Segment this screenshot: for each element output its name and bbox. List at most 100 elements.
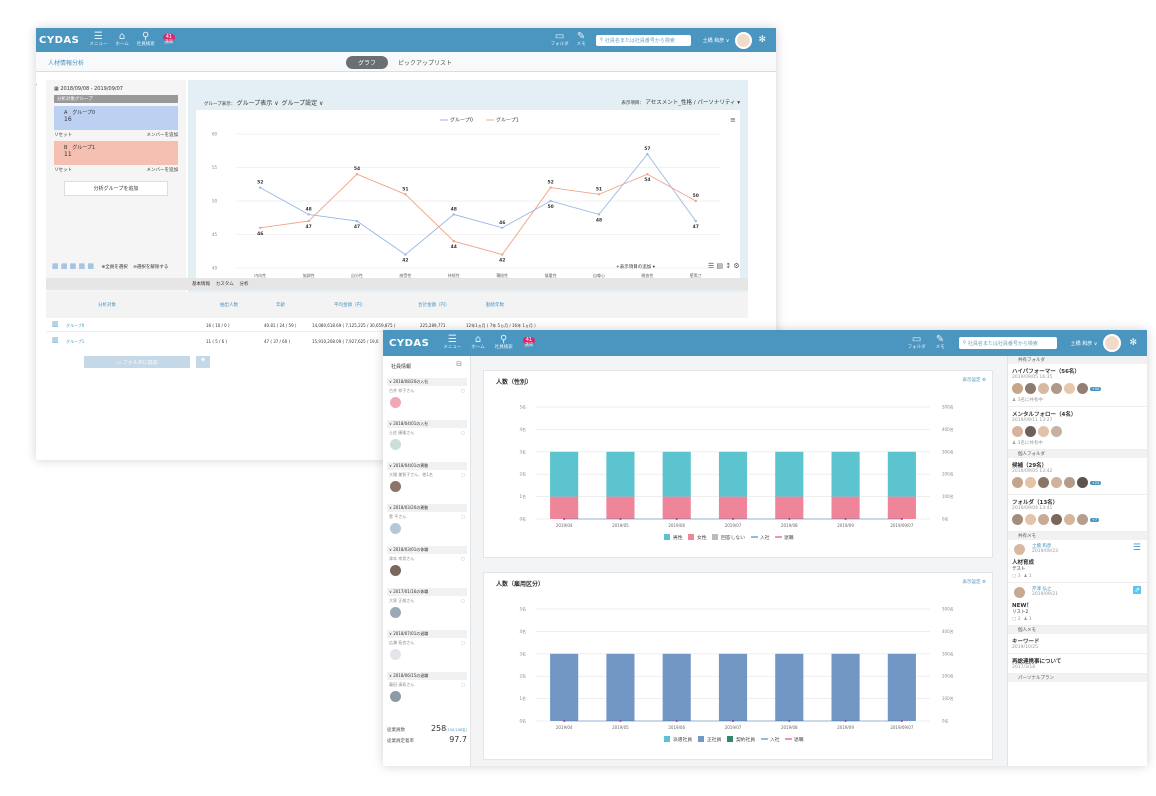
- user-avatar[interactable]: [1103, 334, 1122, 352]
- doc-icon[interactable]: ▢: [461, 556, 465, 561]
- legend-label: 女性: [697, 534, 707, 541]
- memo-item[interactable]: 芹澤 弘之 2019/09/21 ⇗ NEW！ リスト2 ▢ 2 ♟ 1: [1008, 583, 1147, 626]
- reset-link[interactable]: リセット: [54, 133, 72, 138]
- timeline-name[interactable]: 広瀬 拓也さん: [389, 640, 415, 645]
- timeline-item[interactable]: ∨ 2018/06/15の退職 藤田 清寿さん ▢: [387, 672, 467, 714]
- chart-card-gender: 人数（性別） 表示設定 ⚙ 0名 0名 1名 100名 2名 200名 3名 300名 4名 40…: [483, 370, 993, 558]
- memo-item[interactable]: キーワード 2019/10/25: [1008, 634, 1147, 654]
- table-row[interactable]: ▥ グループ1 11 ( 5 / 6 ) 47 ( 37 / 60 ) 15,9…: [52, 336, 379, 344]
- legend-label: 契約社員: [736, 736, 755, 743]
- more-badge[interactable]: +7: [1090, 518, 1100, 522]
- data-label: 47: [693, 224, 699, 230]
- tab-pickup-list[interactable]: ピックアップリスト: [398, 60, 453, 67]
- display-item-select[interactable]: アセスメント_性格 / パーソナリティ ▾: [645, 100, 740, 106]
- view-icons[interactable]: ☰ ▤ ↕ ⚙: [708, 262, 740, 270]
- menu-button[interactable]: ☰ メニュー: [89, 31, 108, 48]
- folder-button[interactable]: ▭ フォルダ: [907, 334, 926, 351]
- doc-icon[interactable]: ▢: [461, 640, 465, 645]
- timeline-name[interactable]: 大場 美智子さん、他1名: [389, 472, 433, 477]
- settings-icon[interactable]: ✻: [1129, 338, 1137, 348]
- right-sidebar: 共有フォルダ ハイパフォーマー（56名） 2019/09/05 16:35 +5…: [1007, 356, 1147, 766]
- more-badge[interactable]: +50: [1090, 387, 1102, 391]
- home-button[interactable]: ⌂ ホーム: [471, 334, 485, 351]
- doc-icon[interactable]: ▢: [461, 472, 465, 477]
- user-menu[interactable]: 土橋 和彦 ∨: [702, 37, 730, 44]
- memo-button[interactable]: ✎ メモ: [576, 31, 586, 48]
- timeline-item[interactable]: ∨ 2018/04/01の入社 土佐 康隆さん ▢: [387, 420, 467, 462]
- employee-search-button[interactable]: ⚲ 社員検索: [494, 334, 513, 351]
- timeline-name[interactable]: 古井 祥子さん: [389, 388, 415, 393]
- add-group-button[interactable]: 分析グループを追加: [64, 181, 168, 196]
- group-display-select[interactable]: グループ表示 ∨: [236, 100, 279, 107]
- add-display-item[interactable]: +表示項目の追加 ▾: [616, 265, 655, 270]
- chart-settings-link[interactable]: 表示設定 ⚙: [962, 580, 986, 585]
- add-member-link[interactable]: メンバーを追加: [146, 168, 179, 173]
- tab-basic[interactable]: 基本情報: [192, 282, 210, 287]
- user-avatar[interactable]: [735, 31, 753, 49]
- clear-selection-link[interactable]: ⊖選択を解除する: [133, 265, 169, 270]
- tab-graph[interactable]: グラフ: [346, 56, 389, 69]
- search-input[interactable]: ⚲ 社員名または社員番号から検索: [595, 34, 691, 46]
- more-badge[interactable]: +23: [1090, 481, 1102, 485]
- tab-custom[interactable]: カスタム: [215, 282, 234, 287]
- group-card-b[interactable]: B グループ1 11: [54, 141, 178, 165]
- timeline-item[interactable]: ∨ 2018/04/01の異動 大場 美智子さん、他1名 ▢: [387, 462, 467, 504]
- tick-label: 60: [212, 132, 218, 137]
- folder-item[interactable]: 候補（29名） 2019/09/05 13:42 +23: [1008, 458, 1147, 495]
- doc-icon[interactable]: ▢: [461, 682, 465, 687]
- collapse-icon[interactable]: ⊟: [456, 360, 462, 368]
- doc-icon[interactable]: ▢: [461, 388, 465, 393]
- timeline-item[interactable]: ∨ 2018/03/20の異動菅 平さん ▢: [387, 504, 467, 546]
- folder-item[interactable]: メンタルフォロー（4名） 2019/09/11 13:27 ♟ 3名に共有中: [1008, 407, 1147, 450]
- list-icon[interactable]: ☰: [1132, 543, 1141, 553]
- employee-search-button[interactable]: ⚲ 社員検索: [136, 31, 155, 48]
- timeline-name[interactable]: 大塚 正雄さん: [389, 598, 415, 603]
- tab-analysis[interactable]: 分析: [239, 282, 249, 287]
- chart-icon[interactable]: ⇗: [1133, 586, 1141, 594]
- doc-icon[interactable]: ▢: [461, 514, 465, 519]
- memo-item[interactable]: 再総連携事について 2017/3/18: [1008, 654, 1147, 674]
- select-all-link[interactable]: ⊕全員を選択: [101, 265, 128, 270]
- menu-button[interactable]: ☰ メニュー: [443, 334, 462, 351]
- notification-button[interactable]: 41 通知: [162, 34, 176, 46]
- line-chart-box: 40 45 50 55 60 内向性 協調性 自分性 感受性 持続性 積極性 慎重性 自尊心 開放性 堅実さ…: [196, 110, 740, 282]
- doc-icon[interactable]: ▢: [461, 430, 465, 435]
- timeline-item[interactable]: ∨ 2018/07/01の退職 広瀬 拓也さん ▢: [387, 630, 467, 672]
- folder-item[interactable]: ハイパフォーマー（56名） 2019/09/05 16:35 +50 ♟ 3名に…: [1008, 364, 1147, 407]
- timeline-item[interactable]: ∨ 2017/01/16の休職 大塚 正雄さん ▢: [387, 588, 467, 630]
- bar: [606, 496, 635, 519]
- expand-icon[interactable]: ›: [36, 80, 37, 89]
- search-input[interactable]: ⚲ 社員名または社員番号から検索: [958, 337, 1057, 349]
- memo-item[interactable]: 土橋 和彦 2019/09/23 ☰ 人材育成 テスト ▢ 3 ♟ 1: [1008, 540, 1147, 583]
- tag-button[interactable]: ◈: [196, 356, 210, 368]
- timeline-name[interactable]: 津本 幸男さん: [389, 556, 415, 561]
- timeline-item[interactable]: ∨ 2018/03/01の休職 津本 幸男さん ▢: [387, 546, 467, 588]
- data-label: 54: [354, 166, 360, 172]
- timeline-name[interactable]: 菅 平さん: [389, 514, 407, 519]
- comment-icon[interactable]: ▢: [1012, 617, 1018, 622]
- data-point: [355, 219, 359, 223]
- reset-link[interactable]: リセット: [54, 168, 72, 173]
- comment-icon[interactable]: ▢: [1012, 574, 1018, 579]
- timeline-name[interactable]: 藤田 清寿さん: [389, 682, 415, 687]
- group-setting-select[interactable]: グループ設定 ∨: [281, 100, 324, 107]
- folder-item[interactable]: フォルダ（13名） 2019/09/04 13:41 +7: [1008, 495, 1147, 532]
- user-menu[interactable]: 土橋 和彦 ∨: [1070, 340, 1098, 347]
- settings-icon[interactable]: ✻: [758, 35, 766, 45]
- folder-button[interactable]: ▭ フォルダ: [550, 31, 569, 48]
- memo-button[interactable]: ✎ メモ: [935, 334, 945, 351]
- toolbar-icons[interactable]: ▦ ▦ ▦ ▦ ▦: [52, 262, 94, 270]
- notification-button[interactable]: 41 通知: [522, 337, 536, 349]
- data-label: 42: [499, 258, 505, 264]
- app-logo: CYDAS: [39, 34, 80, 46]
- timeline-item[interactable]: ∨ 2018/08/20の入社 古井 祥子さん ▢: [387, 378, 467, 420]
- doc-icon[interactable]: ▢: [461, 598, 465, 603]
- add-to-folder-button[interactable]: ▭ フォルダに追加: [84, 356, 190, 368]
- timeline-name[interactable]: 土佐 康隆さん: [389, 430, 415, 435]
- chart-settings-link[interactable]: 表示設定 ⚙: [962, 378, 986, 383]
- home-button[interactable]: ⌂ ホーム: [115, 31, 129, 48]
- timeline-heading: ∨ 2018/04/01の入社: [387, 420, 467, 428]
- employee-info-sidebar: 社員情報 ⊟ ∨ 2018/08/20の入社 古井 祥子さん ▢ ∨ 2018/04/…: [383, 356, 471, 766]
- group-card-a[interactable]: A グループ0 16: [54, 106, 178, 130]
- add-member-link[interactable]: メンバーを追加: [146, 133, 179, 138]
